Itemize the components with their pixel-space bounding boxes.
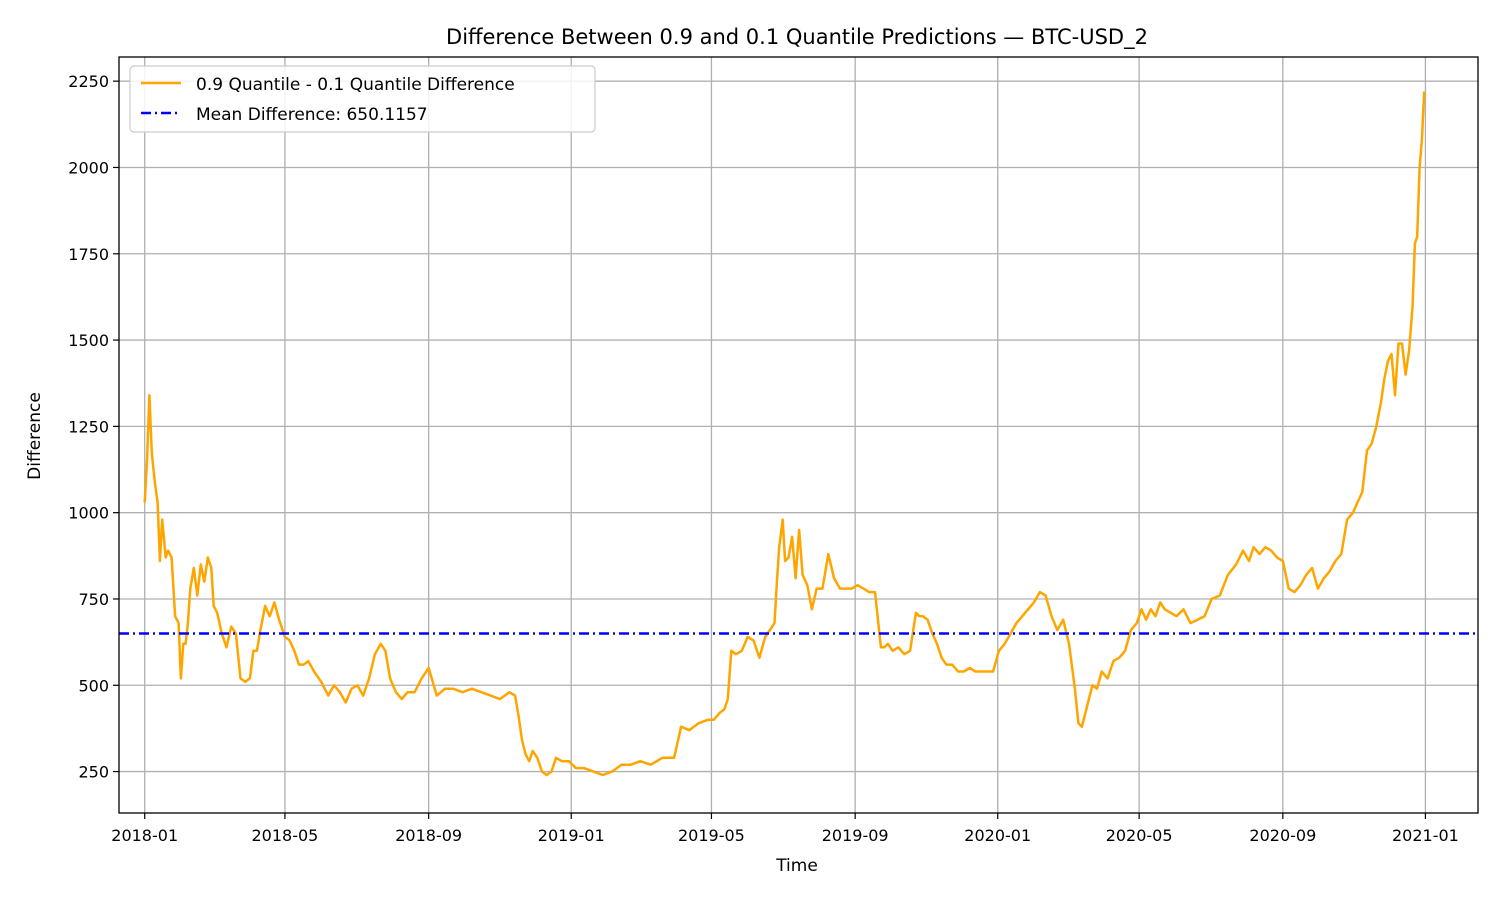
y-tick-label: 2250 bbox=[68, 72, 109, 91]
y-axis-ticks: 250 500 750 1000 1250 1500 1750 2000 2250 bbox=[68, 72, 119, 782]
y-tick-label: 1000 bbox=[68, 504, 109, 523]
y-tick-label: 500 bbox=[78, 676, 109, 695]
y-tick-label: 1750 bbox=[68, 245, 109, 264]
x-tick-label: 2020-09 bbox=[1249, 826, 1316, 845]
y-tick-label: 1250 bbox=[68, 417, 109, 436]
y-tick-label: 750 bbox=[78, 590, 109, 609]
plot-frame bbox=[118, 56, 1479, 814]
x-tick-label: 2019-05 bbox=[678, 826, 745, 845]
x-tick-label: 2019-09 bbox=[822, 826, 889, 845]
x-tick-label: 2021-01 bbox=[1392, 826, 1459, 845]
grid bbox=[119, 57, 1478, 813]
y-tick-label: 1500 bbox=[68, 331, 109, 350]
series-layer bbox=[119, 91, 1478, 777]
legend-label-difference: 0.9 Quantile - 0.1 Quantile Difference bbox=[196, 75, 515, 95]
x-tick-label: 2018-09 bbox=[395, 826, 462, 845]
x-axis-ticks: 2018-01 2018-05 2018-09 2019-01 2019-05 2019-… bbox=[111, 813, 1459, 845]
y-axis-label: Difference bbox=[25, 392, 45, 480]
legend-label-mean: Mean Difference: 650.1157 bbox=[196, 105, 428, 125]
series-line-difference bbox=[143, 91, 1426, 777]
x-tick-label: 2018-01 bbox=[111, 826, 178, 845]
x-tick-label: 2018-05 bbox=[252, 826, 319, 845]
legend: 0.9 Quantile - 0.1 Quantile Difference M… bbox=[129, 65, 596, 133]
y-tick-label: 250 bbox=[78, 763, 109, 782]
y-tick-label: 2000 bbox=[68, 158, 109, 177]
x-axis-label: Time bbox=[775, 856, 818, 876]
x-tick-label: 2020-01 bbox=[964, 826, 1031, 845]
x-tick-label: 2019-01 bbox=[538, 826, 605, 845]
legend-box bbox=[129, 65, 596, 133]
x-tick-label: 2020-05 bbox=[1106, 826, 1173, 845]
chart-title: Difference Between 0.9 and 0.1 Quantile … bbox=[446, 25, 1148, 50]
